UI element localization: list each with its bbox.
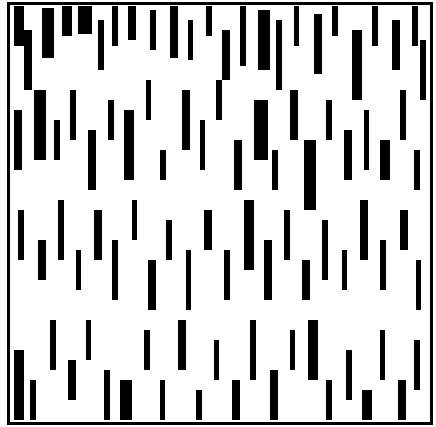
page [0,0,436,427]
texture-image [0,0,436,427]
